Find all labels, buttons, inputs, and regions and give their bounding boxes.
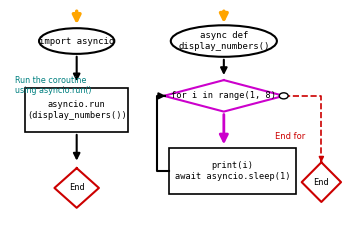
Text: for i in range(1, 8): for i in range(1, 8) xyxy=(171,91,276,100)
FancyBboxPatch shape xyxy=(169,148,296,194)
Polygon shape xyxy=(55,168,99,208)
Text: import asyncio: import asyncio xyxy=(39,37,114,46)
Text: async def
display_numbers(): async def display_numbers() xyxy=(178,31,269,51)
FancyBboxPatch shape xyxy=(25,88,128,132)
Ellipse shape xyxy=(171,25,277,57)
Ellipse shape xyxy=(39,28,114,54)
Text: Run the coroutine
using asyncio.run(): Run the coroutine using asyncio.run() xyxy=(15,76,91,95)
Text: End: End xyxy=(314,178,329,187)
Polygon shape xyxy=(164,80,284,112)
Text: End: End xyxy=(69,183,85,193)
Polygon shape xyxy=(302,162,341,202)
Text: print(i)
await asyncio.sleep(1): print(i) await asyncio.sleep(1) xyxy=(175,161,290,181)
Circle shape xyxy=(279,93,288,99)
Text: End for: End for xyxy=(275,132,305,141)
Text: asyncio.run
(display_numbers()): asyncio.run (display_numbers()) xyxy=(27,100,127,120)
